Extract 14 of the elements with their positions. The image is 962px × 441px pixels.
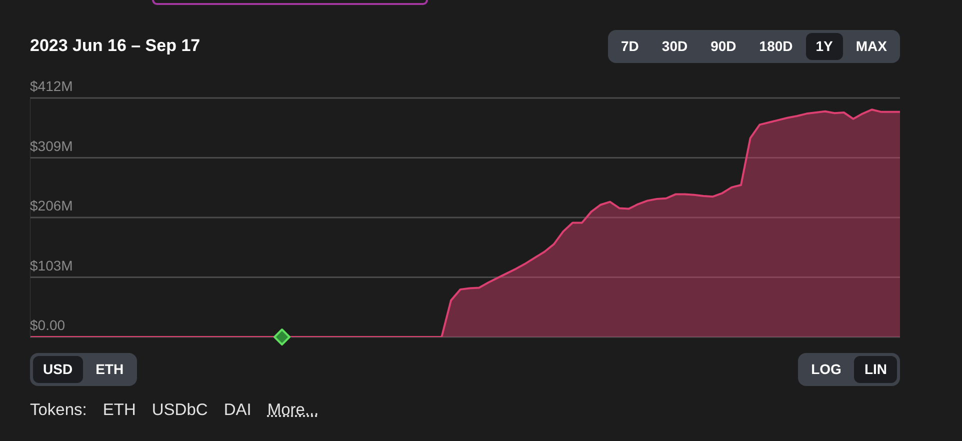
y-tick-label: $412M [30, 78, 73, 94]
currency-switch: USD ETH [30, 353, 137, 386]
scale-switch: LOG LIN [798, 353, 900, 386]
time-range-buttons: 7D 30D 90D 180D 1Y MAX [608, 30, 900, 63]
chart-title: 2023 Jun 16 – Sep 17 [30, 36, 200, 55]
y-tick-label: $309M [30, 138, 73, 154]
text: USDbC [152, 401, 208, 420]
y-tick-label: $0.00 [30, 317, 66, 333]
y-tick-label: $103M [30, 257, 73, 274]
text: More... [267, 401, 319, 420]
text: DAI [224, 401, 252, 420]
y-tick-label: $206M [30, 198, 73, 214]
text: ETH [102, 401, 136, 420]
text: Tokens: [30, 401, 87, 420]
